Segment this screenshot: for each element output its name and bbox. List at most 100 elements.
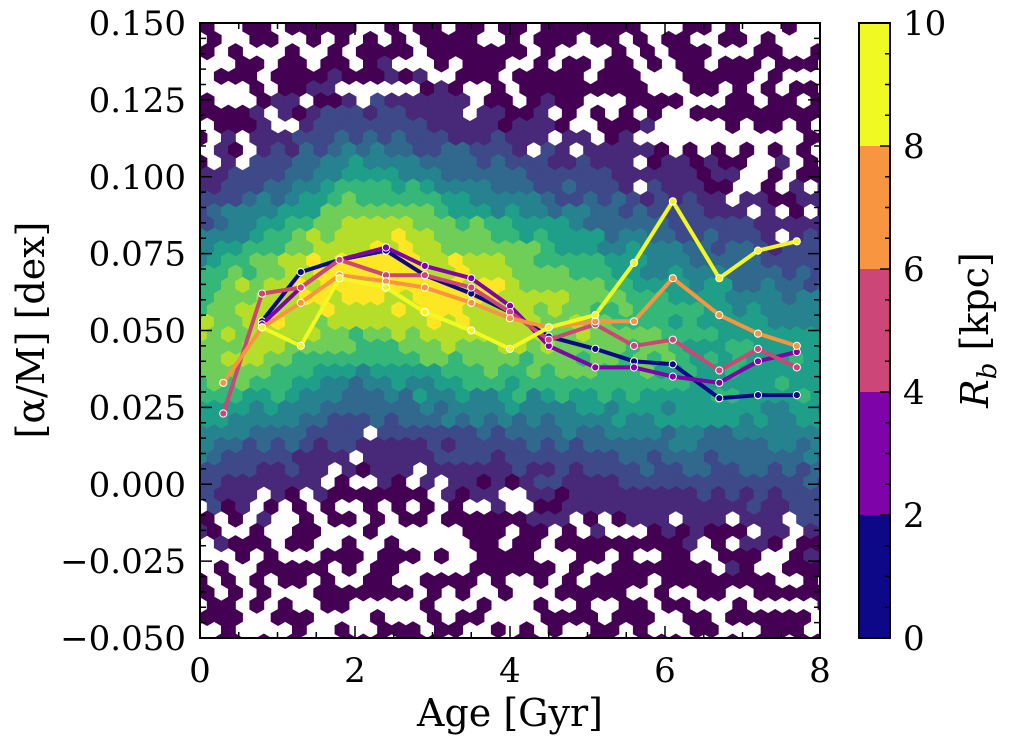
- hexbin-cell: [825, 437, 839, 453]
- y-tick-label: 0.025: [89, 388, 186, 428]
- y-tick-label: 0.125: [89, 81, 186, 121]
- colorbar: [858, 22, 891, 639]
- hexbin-cell: [200, 244, 201, 253]
- hexbin-cell: [582, 23, 585, 24]
- y-tick-labels: −0.050 −0.025 0.000 0.025 0.050 0.075 0.100 0.1…: [60, 4, 186, 659]
- series-point: [753, 391, 763, 400]
- hexbin-cell: [653, 23, 656, 24]
- series-point: [792, 391, 801, 400]
- hexbin-density: [179, 23, 839, 638]
- hexbin-cell: [810, 190, 820, 208]
- series-point: [792, 363, 801, 372]
- series-point: [668, 360, 677, 369]
- hexbin-cell: [200, 43, 215, 61]
- hexbin-cell: [412, 633, 428, 638]
- hexbin-cell: [200, 440, 201, 450]
- hexbin-cell: [327, 23, 329, 24]
- hexbin-cell: [341, 559, 357, 577]
- hexbin-cell: [825, 413, 839, 429]
- hexbin-cell: [781, 23, 797, 36]
- series-point: [219, 378, 228, 387]
- hexbin-cell: [235, 547, 250, 565]
- hexbin-cell: [200, 23, 201, 24]
- hexbin-cell: [825, 240, 839, 256]
- series-point: [629, 258, 639, 267]
- hexbin-cell: [825, 290, 839, 306]
- hexbin-cell: [632, 572, 648, 590]
- hexbin-cell: [639, 633, 655, 638]
- hexbin-cell: [825, 388, 839, 404]
- hexbin-cell: [299, 535, 314, 553]
- series-point: [668, 335, 677, 344]
- hexbin-cell: [512, 633, 528, 638]
- hexbin-cell: [710, 584, 726, 602]
- hexbin-cell: [334, 596, 350, 614]
- x-tick-label: 0: [189, 651, 211, 691]
- hexbin-cell: [398, 633, 414, 638]
- y-tick-label: 0.000: [89, 465, 186, 505]
- hexbin-cell: [405, 547, 421, 565]
- series-point: [629, 317, 639, 326]
- hexbin-cell: [554, 23, 556, 24]
- hexbin-cell: [668, 633, 684, 638]
- series-point: [467, 283, 476, 292]
- hexbin-cell: [825, 560, 839, 576]
- hexbin-cell: [200, 23, 201, 32]
- hexbin-cell: [639, 116, 655, 135]
- y-axis-title: [α/M] [dex]: [9, 222, 53, 439]
- series-point: [505, 344, 515, 353]
- hexbin-cell: [533, 572, 549, 590]
- colorbar-bin: [859, 269, 890, 392]
- series-point: [381, 283, 391, 292]
- hexbin-cell: [249, 596, 265, 614]
- series-point: [715, 394, 724, 403]
- hexbin-cell: [200, 465, 201, 475]
- hexbin-cell: [398, 23, 400, 24]
- hexbin-cell: [179, 277, 193, 293]
- hexbin-cell: [313, 23, 315, 24]
- hexbin-cell: [200, 219, 201, 229]
- hexbin-cell: [227, 23, 229, 24]
- series-point: [335, 255, 344, 264]
- hexbin-cell: [200, 514, 201, 524]
- hexbin-cell: [781, 584, 797, 602]
- hexbin-cell: [179, 351, 193, 367]
- hexbin-cell: [597, 23, 599, 24]
- hexbin-cell: [398, 43, 414, 61]
- hexbin-cell: [512, 43, 528, 61]
- hexbin-cell: [825, 265, 839, 281]
- x-axis-title: Age [Gyr]: [416, 691, 603, 735]
- colorbar-tick-label: 6: [903, 250, 925, 290]
- series-point: [715, 366, 724, 375]
- series-point: [544, 335, 553, 344]
- hexbin-cell: [284, 633, 300, 638]
- series-point: [792, 237, 801, 246]
- hexbin-cell: [767, 633, 783, 638]
- hexbin-cell: [455, 584, 471, 602]
- hexbin-cell: [228, 510, 243, 528]
- hexbin-cell: [689, 104, 705, 122]
- hexbin-cell: [298, 23, 300, 24]
- series-point: [505, 314, 515, 323]
- hexbin-cell: [200, 367, 201, 376]
- hexbin-cell: [703, 80, 719, 98]
- hexbin-cell: [355, 23, 357, 24]
- colorbar-bin: [859, 23, 890, 146]
- hexbin-cell: [200, 391, 201, 401]
- series-point: [335, 274, 344, 283]
- hexbin-cell: [355, 633, 371, 638]
- series-point: [420, 283, 429, 292]
- series-point: [668, 274, 677, 283]
- hexbin-cell: [200, 129, 208, 147]
- hexbin-cell: [370, 633, 385, 638]
- axis-ticks: [199, 22, 821, 639]
- hexbin-cell: [810, 23, 812, 24]
- hexbin-cell: [654, 633, 670, 638]
- hexbin-cell: [781, 23, 783, 24]
- hexbin-cell: [200, 539, 201, 549]
- hexbin-cell: [448, 621, 464, 638]
- hexbin-cell: [433, 547, 449, 565]
- hexbin-cell: [179, 449, 193, 465]
- hexbin-cell: [789, 55, 804, 73]
